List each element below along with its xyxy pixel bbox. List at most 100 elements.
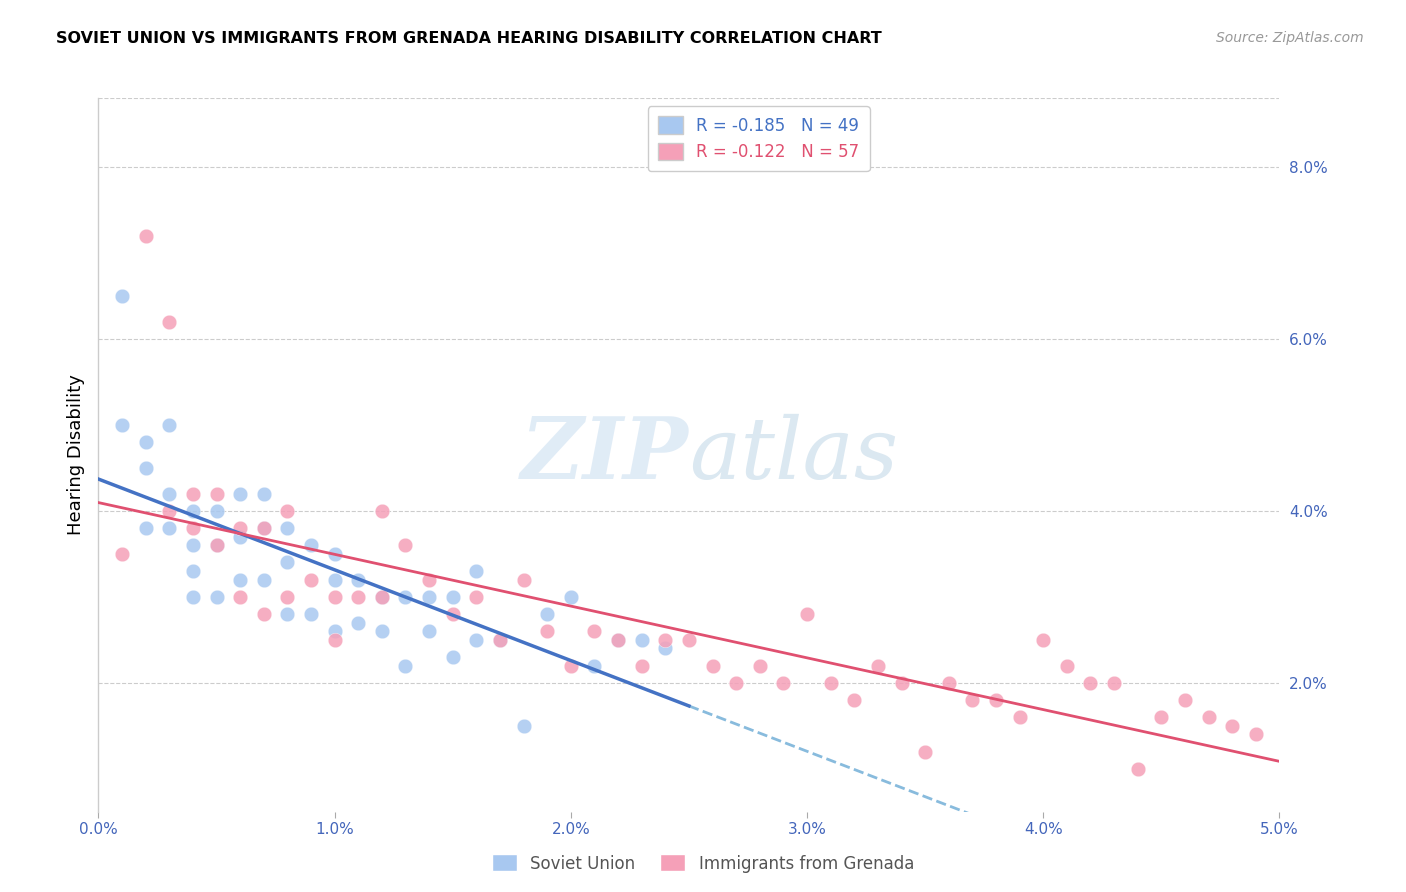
Legend: Soviet Union, Immigrants from Grenada: Soviet Union, Immigrants from Grenada <box>485 847 921 880</box>
Point <box>607 632 630 647</box>
Point <box>938 675 960 690</box>
Point <box>630 632 652 647</box>
Point <box>323 590 346 604</box>
Text: Source: ZipAtlas.com: Source: ZipAtlas.com <box>1216 31 1364 45</box>
Point <box>441 650 464 665</box>
Point <box>347 573 370 587</box>
Point <box>135 228 157 243</box>
Point <box>465 590 488 604</box>
Point <box>607 632 630 647</box>
Point <box>229 573 252 587</box>
Text: atlas: atlas <box>689 414 898 496</box>
Point <box>371 624 394 639</box>
Legend: R = -0.185   N = 49, R = -0.122   N = 57: R = -0.185 N = 49, R = -0.122 N = 57 <box>648 106 869 171</box>
Point <box>229 521 252 535</box>
Point <box>536 624 558 639</box>
Point <box>181 538 204 552</box>
Point <box>748 658 770 673</box>
Point <box>654 641 676 656</box>
Point <box>157 417 180 432</box>
Point <box>914 745 936 759</box>
Point <box>229 590 252 604</box>
Point <box>323 573 346 587</box>
Point <box>253 607 276 621</box>
Point <box>135 435 157 450</box>
Point <box>111 417 134 432</box>
Point <box>1032 632 1054 647</box>
Point <box>323 547 346 561</box>
Point <box>489 632 512 647</box>
Point <box>276 590 298 604</box>
Point <box>299 607 322 621</box>
Point <box>181 590 204 604</box>
Point <box>536 607 558 621</box>
Point <box>157 315 180 329</box>
Point <box>796 607 818 621</box>
Point <box>984 693 1007 707</box>
Point <box>1174 693 1197 707</box>
Point <box>866 658 889 673</box>
Point <box>1056 658 1078 673</box>
Point <box>772 675 794 690</box>
Point <box>253 486 276 500</box>
Point <box>418 573 440 587</box>
Point <box>276 555 298 569</box>
Point <box>1126 762 1149 776</box>
Point <box>583 658 606 673</box>
Point <box>441 590 464 604</box>
Point <box>276 521 298 535</box>
Point <box>299 573 322 587</box>
Point <box>253 573 276 587</box>
Point <box>181 504 204 518</box>
Point <box>1150 710 1173 724</box>
Point <box>1198 710 1220 724</box>
Point <box>394 590 416 604</box>
Point <box>512 573 534 587</box>
Point <box>157 504 180 518</box>
Point <box>489 632 512 647</box>
Point <box>371 504 394 518</box>
Point <box>181 564 204 578</box>
Point <box>394 658 416 673</box>
Point <box>111 547 134 561</box>
Point <box>253 521 276 535</box>
Point <box>512 719 534 733</box>
Point <box>135 521 157 535</box>
Point <box>1080 675 1102 690</box>
Point <box>371 590 394 604</box>
Point <box>465 632 488 647</box>
Point <box>630 658 652 673</box>
Point <box>253 521 276 535</box>
Point <box>347 615 370 630</box>
Point <box>371 590 394 604</box>
Point <box>181 486 204 500</box>
Point <box>725 675 748 690</box>
Point <box>1244 727 1267 741</box>
Point <box>702 658 724 673</box>
Point <box>1102 675 1125 690</box>
Point <box>323 632 346 647</box>
Point <box>820 675 842 690</box>
Point <box>678 632 700 647</box>
Point <box>205 486 228 500</box>
Point <box>135 460 157 475</box>
Point <box>205 504 228 518</box>
Point <box>441 607 464 621</box>
Point <box>299 538 322 552</box>
Point <box>418 590 440 604</box>
Point <box>276 504 298 518</box>
Point <box>205 538 228 552</box>
Point <box>1220 719 1243 733</box>
Point <box>654 632 676 647</box>
Point <box>418 624 440 639</box>
Point <box>583 624 606 639</box>
Point <box>465 564 488 578</box>
Point <box>157 521 180 535</box>
Point <box>181 521 204 535</box>
Text: ZIP: ZIP <box>522 413 689 497</box>
Point <box>1008 710 1031 724</box>
Point <box>205 538 228 552</box>
Point <box>560 658 582 673</box>
Point <box>276 607 298 621</box>
Point <box>157 486 180 500</box>
